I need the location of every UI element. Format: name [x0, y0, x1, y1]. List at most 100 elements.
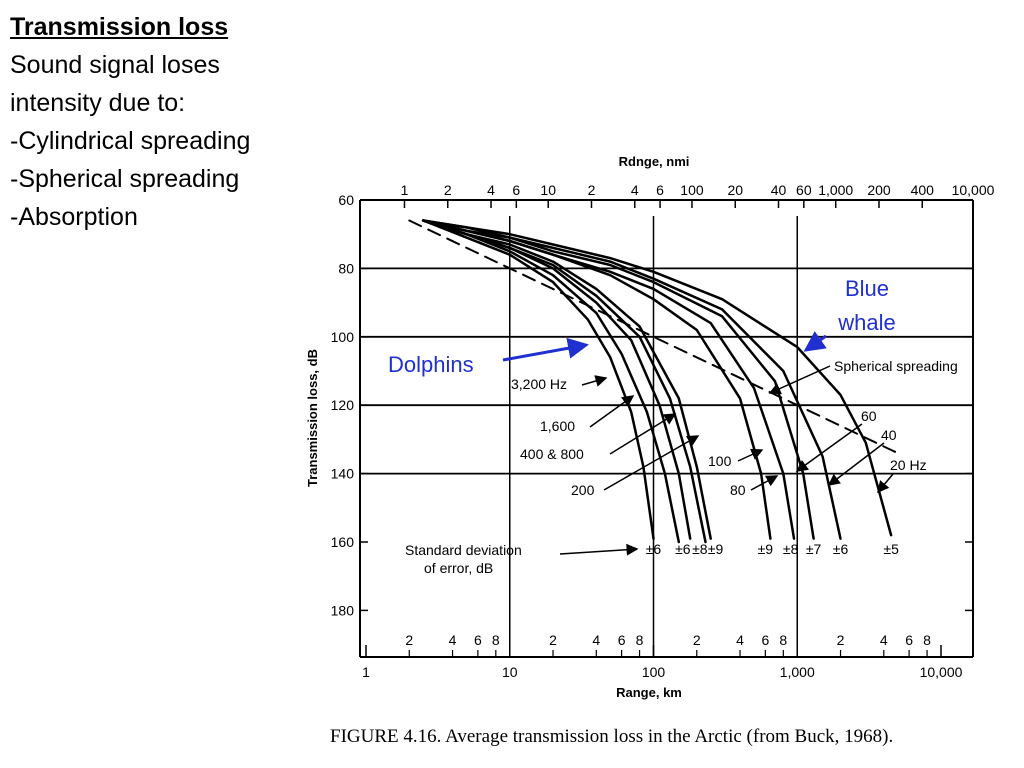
x-major-tick-label-10000: 10,000 [920, 664, 963, 680]
top-tick-label-7: 6 [656, 182, 664, 198]
arrow-400-800 [609, 413, 677, 455]
std-dev-value-0: ±6 [646, 541, 662, 557]
std-dev-value-6: ±7 [806, 541, 822, 557]
x-major-tick-label-1: 1 [362, 664, 370, 680]
x-minor-tick-label-60: 6 [618, 632, 626, 648]
x-minor-tick-label-6: 6 [474, 632, 482, 648]
y-tick-label-180: 180 [331, 602, 355, 618]
top-tick-label-15: 10,000 [952, 182, 995, 198]
y-tick-label-100: 100 [331, 329, 355, 345]
y-tick-label-120: 120 [331, 397, 355, 413]
x-minor-tick-label-4000: 4 [880, 632, 888, 648]
std-dev-value-2: ±8 [692, 541, 708, 557]
std-dev-values: ±6 ±6 ±8 ±9 ±9 ±8 ±7 ±6 ±5 [646, 541, 899, 557]
x-minor-tick-label-200: 2 [693, 632, 701, 648]
dolphins-arrow [502, 337, 589, 362]
std-dev-value-8: ±5 [883, 541, 899, 557]
top-tick-label-13: 200 [867, 182, 891, 198]
slide-line-5: -Absorption [10, 203, 138, 231]
arrow-200 [603, 435, 700, 491]
std-dev-label-line2: of error, dB [424, 560, 493, 576]
top-axis-title: Rdnge, nmi [619, 154, 690, 169]
top-tick-label-14: 400 [911, 182, 935, 198]
series-curve-9 [421, 219, 893, 537]
series-curve-8 [421, 219, 842, 540]
slide-heading: Transmission loss [10, 13, 229, 41]
x-major-tick-label-1000: 1,000 [780, 664, 815, 680]
label-20hz: 20 Hz [890, 457, 927, 473]
y-tick-label-160: 160 [331, 534, 355, 550]
label-3200hz: 3,200 Hz [511, 376, 567, 392]
y-tick-label-140: 140 [331, 466, 355, 482]
label-200: 200 [571, 482, 595, 498]
y-tick-label-80: 80 [338, 260, 354, 276]
arrow-3200hz [581, 375, 608, 387]
x-minor-tick-label-6000: 6 [905, 632, 913, 648]
slide-text: Transmission loss Sound signal loses int… [10, 8, 310, 236]
x-axis-title: Range, km [616, 685, 682, 700]
top-tick-label-2: 4 [487, 182, 495, 198]
label-400-800: 400 & 800 [520, 446, 584, 462]
data-series [408, 219, 899, 544]
top-tick-label-4: 10 [540, 182, 556, 198]
label-60: 60 [861, 408, 877, 424]
top-tick-label-9: 20 [727, 182, 743, 198]
top-tick-label-10: 40 [771, 182, 787, 198]
x-minor-tick-label-800: 8 [779, 632, 787, 648]
top-tick-label-5: 2 [588, 182, 596, 198]
x-minor-tick-label-600: 6 [761, 632, 769, 648]
x-minor-tick-label-8000: 8 [923, 632, 931, 648]
label-80: 80 [730, 482, 746, 498]
top-tick-label-3: 6 [512, 182, 520, 198]
x-major-tick-label-10: 10 [502, 664, 518, 680]
std-dev-value-5: ±8 [783, 541, 799, 557]
top-tick-label-11: 60 [796, 182, 812, 198]
std-dev-value-7: ±6 [833, 541, 849, 557]
std-dev-arrow [559, 543, 639, 556]
arrow-60 [795, 423, 863, 472]
x-minor-tick-label-8: 8 [492, 632, 500, 648]
std-dev-label-line1: Standard deviation [405, 542, 522, 558]
x-minor-tick-label-2000: 2 [837, 632, 845, 648]
arrow-20hz [877, 473, 894, 494]
arrow-100 [737, 448, 764, 462]
arrow-spherical [768, 365, 831, 395]
x-minor-tick-label-20: 2 [549, 632, 557, 648]
slide-line-1: Sound signal loses [10, 51, 220, 79]
label-40: 40 [881, 427, 897, 443]
x-minor-tick-label-4: 4 [449, 632, 457, 648]
top-tick-label-0: 1 [401, 182, 409, 198]
std-dev-value-4: ±9 [758, 541, 774, 557]
label-1600: 1,600 [540, 418, 575, 434]
x-minor-tick-label-40: 4 [592, 632, 600, 648]
arrow-80 [750, 475, 779, 491]
blue-whale-label-line1: Blue [845, 276, 889, 301]
std-dev-value-3: ±9 [708, 541, 724, 557]
y-tick-label-60: 60 [338, 192, 354, 208]
top-tick-label-8: 100 [680, 182, 704, 198]
x-minor-tick-label-2: 2 [405, 632, 413, 648]
series-curve-7 [421, 219, 815, 540]
blue-whale-label-line2: whale [837, 310, 895, 335]
arrow-1600 [589, 395, 635, 428]
blue-whale-arrow [803, 331, 827, 352]
series-curve-6 [421, 219, 796, 540]
top-tick-label-1: 2 [444, 182, 452, 198]
x-major-tick-label-100: 100 [642, 664, 666, 680]
arrow-40 [827, 442, 885, 486]
slide-line-2: intensity due to: [10, 89, 186, 117]
top-tick-label-6: 4 [631, 182, 639, 198]
dolphins-label: Dolphins [388, 352, 474, 377]
label-100: 100 [708, 453, 732, 469]
std-dev-value-1: ±6 [675, 541, 691, 557]
figure-caption: FIGURE 4.16. Average transmission loss i… [330, 726, 893, 747]
top-tick-label-12: 1,000 [818, 182, 853, 198]
y-axis-title: Transmission loss, dB [305, 349, 320, 487]
x-minor-tick-label-80: 8 [636, 632, 644, 648]
slide-line-4: -Spherical spreading [10, 165, 240, 193]
series-curve-10 [408, 219, 899, 455]
label-spherical: Spherical spreading [834, 358, 958, 374]
slide-line-3: -Cylindrical spreading [10, 127, 251, 155]
